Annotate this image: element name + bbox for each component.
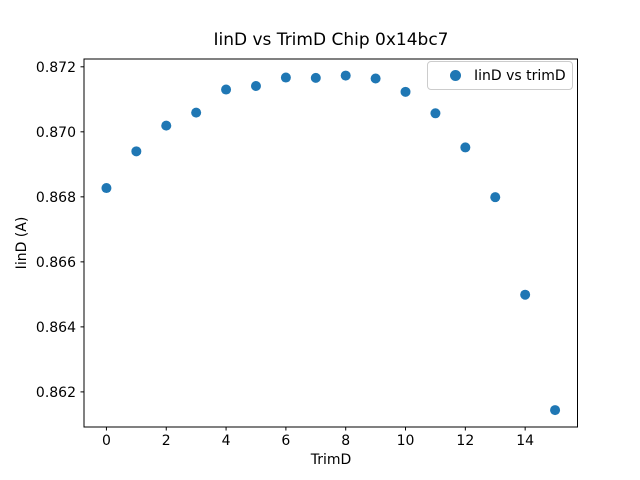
data-point [250, 80, 261, 91]
data-point [221, 84, 232, 95]
data-point [460, 142, 471, 153]
x-tick-label: 12 [456, 433, 474, 449]
data-point [280, 72, 291, 83]
x-tick-label: 14 [516, 433, 534, 449]
y-tick-label: 0.872 [36, 60, 76, 76]
y-tick-label: 0.866 [36, 255, 76, 271]
y-axis-label: IinD (A) [14, 216, 30, 270]
y-tick-label: 0.868 [36, 190, 76, 206]
data-point [550, 405, 561, 416]
data-point [490, 192, 501, 203]
data-point [400, 86, 411, 97]
x-tick-label: 10 [397, 433, 415, 449]
data-point [430, 108, 441, 119]
x-tick-label: 2 [162, 433, 171, 449]
data-point [370, 73, 381, 84]
data-point [101, 183, 112, 194]
x-axis-label: TrimD [310, 452, 352, 468]
x-tick-label: 6 [281, 433, 290, 449]
legend: IinD vs trimD [427, 61, 573, 90]
data-point [161, 120, 172, 131]
data-point [340, 70, 351, 81]
chart-title: IinD vs TrimD Chip 0x14bc7 [213, 30, 449, 50]
data-point [310, 72, 321, 83]
x-tick-label: 4 [222, 433, 231, 449]
y-tick-label: 0.864 [36, 320, 76, 336]
data-point [131, 146, 142, 157]
axes-spines [83, 58, 578, 428]
x-tick-label: 8 [341, 433, 350, 449]
legend-label: IinD vs trimD [474, 67, 566, 84]
data-point [520, 289, 531, 300]
legend-marker-icon [450, 70, 461, 81]
y-tick-label: 0.870 [36, 125, 76, 141]
x-tick-label: 0 [102, 433, 111, 449]
y-tick-label: 0.862 [36, 385, 76, 401]
data-point [191, 107, 202, 118]
